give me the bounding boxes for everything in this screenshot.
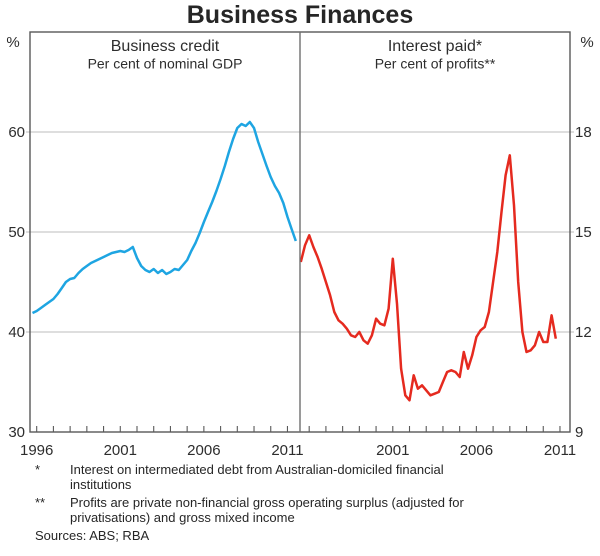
x-axis-label: 2006 [460,442,493,459]
panel-title: Interest paid* [388,38,482,55]
x-axis-label: 2001 [104,442,137,459]
footnote-1: * Interest on intermediated debt from Au… [35,462,575,492]
footnote-2-marker: ** [35,495,46,510]
panel-subtitle: Per cent of profits** [375,56,496,72]
footnote-2: ** Profits are private non-financial gro… [35,495,575,525]
x-axis-label: 2011 [271,442,303,459]
footnote-1-text: Interest on intermediated debt from Aust… [70,462,444,492]
x-axis-label: 1996 [20,442,53,459]
footnotes: * Interest on intermediated debt from Au… [35,462,575,543]
y-axis-unit: % [6,34,19,51]
x-axis-label: 2006 [187,442,220,459]
interest-paid-line [299,154,558,402]
business-credit-line [31,120,297,315]
y-axis-label: 50 [8,224,25,241]
sources-line: Sources: ABS; RBA [35,528,150,543]
x-axis-label: 2011 [544,442,576,459]
chart-canvas: 1996 2001 2006 2011 30 40 50 60% Business credit… [6,31,594,459]
y-axis-label: 60 [8,124,25,141]
y-axis-label: 18 [575,124,592,141]
y-axis-label: 9 [575,424,583,441]
y-axis-label: 12 [575,324,592,341]
panel-subtitle: Per cent of nominal GDP [88,56,243,72]
y-axis-unit: % [580,34,593,51]
footnote-1-marker: * [35,462,41,477]
y-axis-label: 30 [8,424,25,441]
chart-title: Business Finances [186,1,414,29]
x-axis-label: 2001 [376,442,409,459]
panel-title: Business credit [111,38,220,55]
y-axis-label: 40 [8,324,25,341]
footnote-2-text: Profits are private non-financial gross … [70,495,464,525]
y-axis-label: 15 [575,224,592,241]
